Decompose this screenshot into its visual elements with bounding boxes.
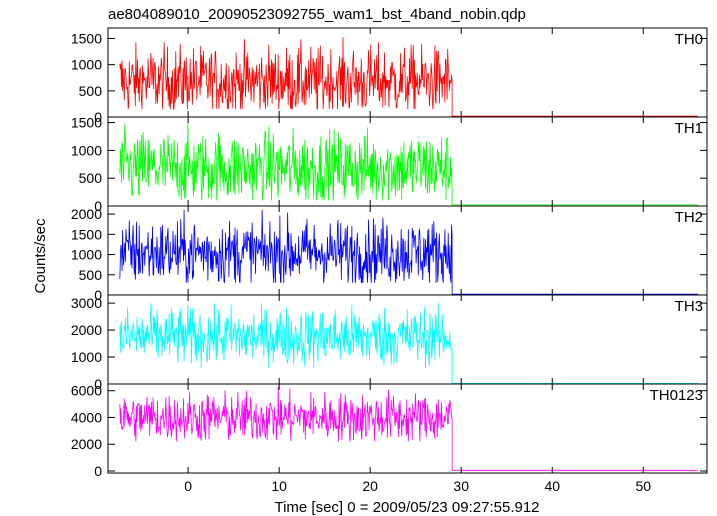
y-tick-label: 2000 xyxy=(71,436,102,452)
series-line-th2 xyxy=(119,210,698,295)
series-line-th3 xyxy=(119,303,698,384)
x-tick-label: 20 xyxy=(362,478,378,494)
x-axis: 0 10 20 30 40 50 xyxy=(184,478,651,494)
panel-th2: 0 500 1000 1500 2000 TH2 xyxy=(71,205,708,303)
x-tick-label: 10 xyxy=(271,478,287,494)
y-tick-label: 0 xyxy=(94,198,102,214)
y-tick-label: 1500 xyxy=(71,115,102,131)
x-tick-label: 40 xyxy=(544,478,560,494)
panel-frame xyxy=(107,383,708,474)
x-tick-label: 0 xyxy=(184,478,192,494)
y-tick-label: 1000 xyxy=(71,349,102,365)
panel-th1: 0 500 1000 1500 TH1 xyxy=(71,115,708,214)
y-tick-label: 2000 xyxy=(71,206,102,222)
series-line-th0 xyxy=(119,37,698,117)
y-tick-label: 2000 xyxy=(71,322,102,338)
y-tick-label: 500 xyxy=(79,83,103,99)
panel-th3: 0 1000 2000 3000 TH3 xyxy=(71,294,708,392)
y-tick-label: 6000 xyxy=(71,383,102,399)
panel-label-th3: TH3 xyxy=(675,298,703,315)
panel-label-th1: TH1 xyxy=(675,120,703,137)
y-tick-label: 0 xyxy=(94,376,102,392)
panel-label-th2: TH2 xyxy=(675,209,703,226)
x-tick-label: 50 xyxy=(635,478,651,494)
panel-label-th0: TH0 xyxy=(675,31,703,48)
y-axis-title: Counts/sec xyxy=(32,218,49,294)
x-tick-label: 30 xyxy=(453,478,469,494)
y-tick-label: 4000 xyxy=(71,409,102,425)
panel-label-th0123: TH0123 xyxy=(650,387,703,404)
panels-layer: 0 500 1000 1500 TH0 0 500 1000 1500 TH1 0 500 1000 15… xyxy=(71,27,708,479)
y-tick-label: 1500 xyxy=(71,30,102,46)
panel-th0: 0 500 1000 1500 TH0 xyxy=(71,27,708,125)
series-line-th1 xyxy=(119,122,698,206)
y-tick-label: 0 xyxy=(94,287,102,303)
plot-title: ae804089010_20090523092755_wam1_bst_4ban… xyxy=(108,6,526,23)
y-tick-label: 0 xyxy=(94,463,102,479)
series-line-th0123 xyxy=(119,386,698,471)
y-tick-label: 3000 xyxy=(71,295,102,311)
y-tick-label: 1500 xyxy=(71,226,102,242)
y-tick-label: 0 xyxy=(94,109,102,125)
panel-th0123: 0 2000 4000 6000 TH0123 xyxy=(71,383,708,479)
y-tick-label: 1000 xyxy=(71,57,102,73)
y-tick-label: 1000 xyxy=(71,247,102,263)
y-tick-label: 1000 xyxy=(71,142,102,158)
panel-frame xyxy=(107,205,708,296)
y-tick-label: 500 xyxy=(79,267,103,283)
x-axis-title: Time [sec] 0 = 2009/05/23 09:27:55.912 xyxy=(274,499,539,516)
y-tick-label: 500 xyxy=(79,170,103,186)
